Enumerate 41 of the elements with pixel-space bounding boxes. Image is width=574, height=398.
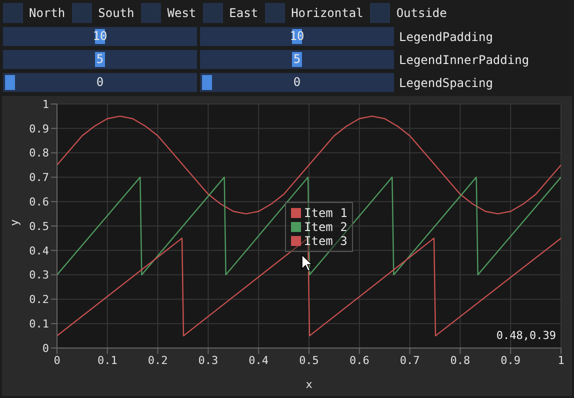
text: Horizontal <box>291 6 364 20</box>
slider: 5 <box>200 50 394 69</box>
x-axis-title: x <box>306 378 313 391</box>
x-tick-label: 0.5 <box>299 354 319 367</box>
x-tick-label: 0.1 <box>97 354 118 367</box>
y-tick-label: 0.7 <box>29 171 49 184</box>
y-tick-label: 1 <box>42 98 49 111</box>
slider: 0 <box>3 73 197 92</box>
slider: 5 <box>3 50 197 69</box>
text: East <box>229 6 258 20</box>
y-tick-label: 0.4 <box>29 244 50 258</box>
legend-label: Item 2 <box>304 220 348 234</box>
x-tick-label: 0.7 <box>400 354 420 367</box>
y-tick-label: 0 <box>42 342 49 355</box>
y-axis-title: y <box>8 219 21 226</box>
y-tick-label: 0.5 <box>29 220 49 233</box>
y-tick-label: 0.2 <box>29 293 49 306</box>
text: LegendPadding <box>399 30 493 44</box>
x-tick-label: 1 <box>558 354 564 367</box>
y-tick-label: 0.1 <box>29 318 49 331</box>
text: West <box>167 6 196 20</box>
legend-label: Item 3 <box>304 234 348 248</box>
x-tick-label: 0.6 <box>349 354 370 367</box>
slider: 0 <box>200 73 394 92</box>
text: LegendSpacing <box>399 76 493 90</box>
x-tick-label: 0.3 <box>198 354 218 367</box>
text: LegendInnerPadding <box>399 52 530 66</box>
text: Outside <box>396 6 447 20</box>
legend-label: Item 1 <box>304 206 348 220</box>
x-tick-label: 0 <box>54 354 60 367</box>
text: North <box>29 6 66 20</box>
y-tick-label: 0.3 <box>29 268 49 282</box>
x-tick-label: 0.2 <box>148 354 168 367</box>
x-tick-label: 0.8 <box>450 354 470 367</box>
text: South <box>98 6 134 20</box>
y-tick-label: 0.8 <box>29 146 49 160</box>
x-tick-label: 0.9 <box>500 354 521 367</box>
y-tick-label: 0.6 <box>29 196 49 209</box>
annotation: 0.48,0.39 <box>496 329 556 342</box>
y-tick-label: 0.9 <box>29 122 49 136</box>
x-tick-label: 0.4 <box>248 354 269 367</box>
